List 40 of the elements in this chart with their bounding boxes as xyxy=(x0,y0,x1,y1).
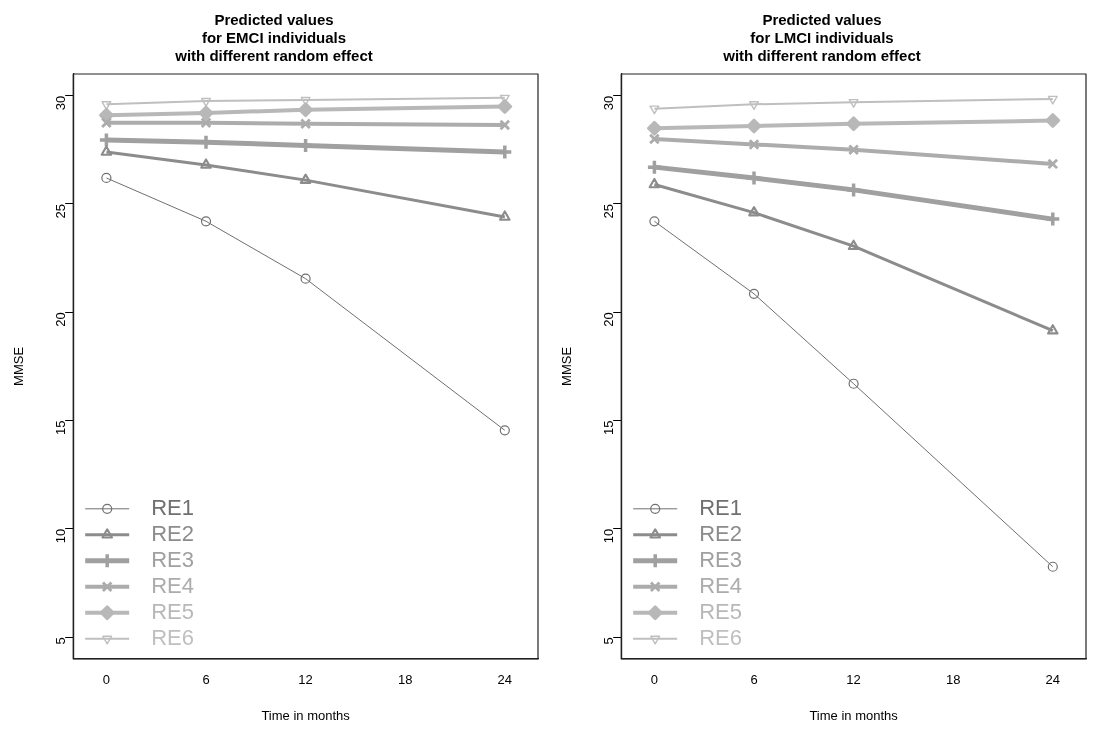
legend-label: RE3 xyxy=(699,546,742,572)
legend-label: RE1 xyxy=(151,494,194,520)
x-tick-label: 12 xyxy=(846,672,861,688)
x-tick-label: 24 xyxy=(497,672,513,688)
legend-label: RE5 xyxy=(699,598,742,624)
y-tick-label: 25 xyxy=(52,203,68,219)
y-tick-label: 20 xyxy=(600,312,616,327)
x-axis-title: Time in months xyxy=(261,707,351,723)
legend-label: RE5 xyxy=(151,598,194,624)
y-axis-title: MMSE xyxy=(559,346,575,386)
x-tick-label: 24 xyxy=(1045,672,1061,688)
x-axis-title: Time in months xyxy=(809,707,899,723)
x-tick-label: 6 xyxy=(202,672,210,688)
legend-label: RE3 xyxy=(151,546,194,572)
y-tick-label: 5 xyxy=(52,637,68,645)
x-tick-label: 0 xyxy=(650,672,659,688)
y-tick-label: 10 xyxy=(600,528,616,544)
y-tick-label: 20 xyxy=(52,312,68,327)
chart-title: Predicted values for LMCI individuals with different random effect xyxy=(722,11,921,65)
x-tick-label: 18 xyxy=(397,672,413,688)
y-tick-label: 15 xyxy=(600,420,616,436)
y-tick-label: 30 xyxy=(600,95,616,111)
legend-label: RE2 xyxy=(151,520,194,546)
y-tick-label: 10 xyxy=(52,528,68,544)
x-tick-label: 6 xyxy=(750,672,758,688)
y-tick-label: 15 xyxy=(52,420,68,436)
legend-label: RE6 xyxy=(699,624,742,650)
legend-label: RE4 xyxy=(151,572,194,598)
x-tick-label: 18 xyxy=(945,672,961,688)
y-tick-label: 25 xyxy=(600,203,616,219)
y-tick-label: 30 xyxy=(52,95,68,111)
legend-label: RE2 xyxy=(699,520,742,546)
legend-label: RE1 xyxy=(699,494,742,520)
y-tick-label: 5 xyxy=(600,637,616,645)
x-tick-label: 12 xyxy=(298,672,313,688)
chart-title: Predicted values for EMCI individuals with different random effect xyxy=(174,11,373,65)
legend-label: RE4 xyxy=(699,572,742,598)
legend-label: RE6 xyxy=(151,624,194,650)
x-tick-label: 0 xyxy=(102,672,111,688)
y-axis-title: MMSE xyxy=(11,346,27,386)
